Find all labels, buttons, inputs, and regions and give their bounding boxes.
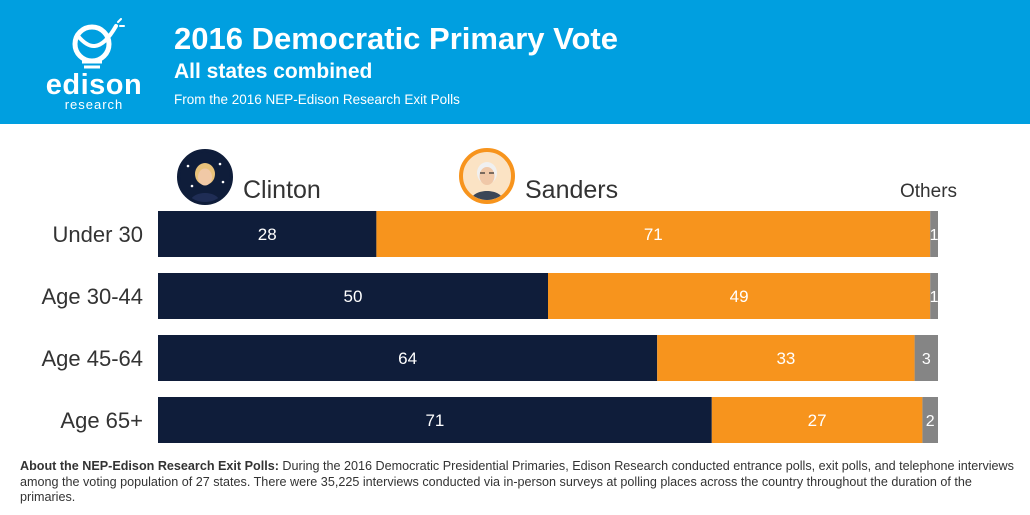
bar-segment-others <box>930 211 938 257</box>
footnote-body: During the 2016 Democratic Presidential … <box>20 459 1014 504</box>
data-label-others: 1 <box>930 227 939 244</box>
category-label: Age 30-44 <box>41 284 143 309</box>
data-label-sanders: 27 <box>808 411 827 430</box>
bar-segment-others <box>922 397 938 443</box>
bar-segment-sanders <box>548 273 931 319</box>
lightbulb-icon <box>72 18 125 69</box>
bar-segment-clinton <box>158 273 548 319</box>
bar-segment-clinton <box>158 211 377 257</box>
clinton-portrait <box>177 149 233 205</box>
data-label-clinton: 71 <box>425 411 444 430</box>
footnote-heading: About the NEP-Edison Research Exit Polls… <box>20 459 279 473</box>
legend-sanders: Sanders <box>525 176 619 204</box>
bar-segment-others <box>930 273 938 319</box>
chart-subtitle: All states combined <box>174 60 373 83</box>
data-label-clinton: 64 <box>398 349 417 368</box>
data-label-clinton: 50 <box>344 287 363 306</box>
category-label: Age 45-64 <box>41 346 143 371</box>
chart-title: 2016 Democratic Primary Vote <box>174 21 618 56</box>
header-banner: edison research 2016 Democratic Primary … <box>0 0 1030 124</box>
edison-research-logo: edison research <box>44 18 144 112</box>
footnote: About the NEP-Edison Research Exit Polls… <box>20 459 1015 506</box>
bar-segment-sanders <box>711 397 923 443</box>
logo-word: edison <box>45 69 143 101</box>
bar-segment-sanders <box>657 335 915 381</box>
data-label-others: 2 <box>926 413 935 430</box>
legend-clinton: Clinton <box>243 176 321 204</box>
data-label-clinton: 28 <box>258 225 277 244</box>
data-label-others: 3 <box>922 351 931 368</box>
legend-others: Others <box>900 181 958 202</box>
sanders-portrait <box>459 148 515 204</box>
data-label-sanders: 49 <box>730 287 749 306</box>
data-label-sanders: 71 <box>644 225 663 244</box>
data-label-sanders: 33 <box>776 349 795 368</box>
data-label-others: 1 <box>930 289 939 306</box>
bar-segment-clinton <box>158 397 712 443</box>
bar-segment-clinton <box>158 335 658 381</box>
logo-subword: research <box>64 97 124 112</box>
category-label: Under 30 <box>52 222 143 247</box>
category-label: Age 65+ <box>60 408 143 433</box>
bar-segment-others <box>914 335 938 381</box>
chart-source: From the 2016 NEP-Edison Research Exit P… <box>174 92 460 107</box>
bar-segment-sanders <box>376 211 931 257</box>
